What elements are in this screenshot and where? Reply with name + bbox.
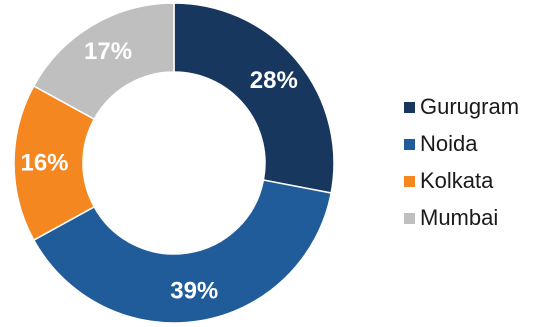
chart-legend: Gurugram Noida Kolkata Mumbai [404, 94, 519, 242]
donut-slice-labels: 28% 39% 16% 17% [20, 38, 297, 304]
legend-item-gurugram: Gurugram [404, 94, 519, 120]
slice-label-kolkata: 16% [20, 150, 68, 177]
slice-mumbai [32, 2, 175, 121]
slice-gurugram [173, 2, 335, 194]
legend-label: Noida [420, 131, 478, 156]
slice-label-mumbai: 17% [84, 38, 132, 65]
slice-label-noida: 39% [170, 277, 218, 304]
slice-noida [32, 179, 333, 324]
legend-label: Gurugram [420, 94, 520, 119]
legend-swatch [404, 101, 415, 113]
legend-swatch [404, 138, 415, 150]
donut-slices [13, 2, 335, 324]
legend-label: Kolkata [420, 168, 494, 193]
legend-item-noida: Noida [404, 131, 519, 157]
legend-item-mumbai: Mumbai [404, 205, 519, 231]
legend-label: Mumbai [420, 205, 499, 230]
legend-swatch [404, 212, 415, 224]
slice-label-gurugram: 28% [250, 67, 298, 94]
legend-item-kolkata: Kolkata [404, 168, 519, 194]
legend-swatch [404, 175, 415, 187]
